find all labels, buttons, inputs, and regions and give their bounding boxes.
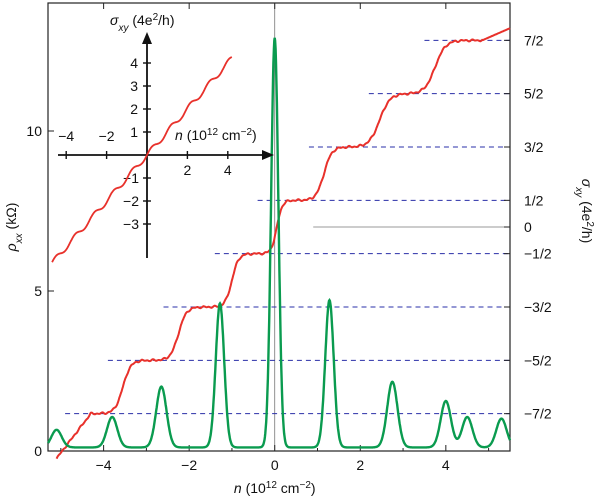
inset-sigma-line xyxy=(51,56,233,263)
x-tick-label: −4 xyxy=(96,457,112,473)
inset-plot: −4 −2 2 4 −3 −2 −1 1 2 3 4 n (1012 cm−2) σxy (4e2/h) xyxy=(51,12,274,263)
left-tick-label: 5 xyxy=(34,283,42,299)
right-tick-label: −1/2 xyxy=(524,246,552,262)
inset-y-tick-label: 1 xyxy=(130,124,138,140)
x-tick-label: 0 xyxy=(271,457,279,473)
right-tick-label: −7/2 xyxy=(524,406,552,422)
left-tick-label: 0 xyxy=(34,443,42,459)
inset-y-label: σxy (4e2/h) xyxy=(110,12,174,34)
inset-y-tick-label: −2 xyxy=(123,193,139,209)
right-tick-label: −3/2 xyxy=(524,299,552,315)
x-tick-label: 4 xyxy=(442,457,450,473)
inset-y-tick-label: 4 xyxy=(130,55,138,71)
x-tick-label: 2 xyxy=(356,457,364,473)
right-tick-label: 3/2 xyxy=(524,139,544,155)
right-tick-label: −5/2 xyxy=(524,352,552,368)
right-tick-label: 1/2 xyxy=(524,192,544,208)
main-plot: −4 −2 0 2 4 0 5 10 −7/2 −5/2 −3/2 −1/2 0 1/2 3/2 5/2 7/2 xyxy=(26,2,552,473)
inset-y-arrow xyxy=(142,32,152,44)
left-axis-label: ρxx (kΩ) xyxy=(3,203,25,253)
inset-y-tick-label: 3 xyxy=(130,78,138,94)
x-axis-label: n (1012 cm−2) xyxy=(234,480,316,497)
rho-xx-line xyxy=(47,37,512,449)
sigma-xy-line xyxy=(55,27,511,460)
inset-x-tick-label: 2 xyxy=(184,162,192,178)
left-tick-label: 10 xyxy=(26,123,42,139)
right-tick-label: 5/2 xyxy=(524,86,544,102)
inset-y-tick-label: −3 xyxy=(123,216,139,232)
right-axis-label: σxy (4e2/h) xyxy=(574,179,596,243)
inset-y-tick-label: −1 xyxy=(123,170,139,186)
right-tick-label: 7/2 xyxy=(524,32,544,48)
inset-x-label: n (1012 cm−2) xyxy=(175,127,257,144)
axis-labels: n (1012 cm−2) ρxx (kΩ) σxy (4e2/h) xyxy=(3,179,596,496)
right-tick-label: 0 xyxy=(524,219,532,235)
inset-x-tick-label: −4 xyxy=(58,128,74,144)
inset-y-tick-label: 2 xyxy=(130,101,138,117)
x-tick-label: −2 xyxy=(181,457,197,473)
inset-x-arrow xyxy=(262,150,274,160)
inset-x-tick-label: 4 xyxy=(224,162,232,178)
inset-x-tick-label: −2 xyxy=(99,128,115,144)
